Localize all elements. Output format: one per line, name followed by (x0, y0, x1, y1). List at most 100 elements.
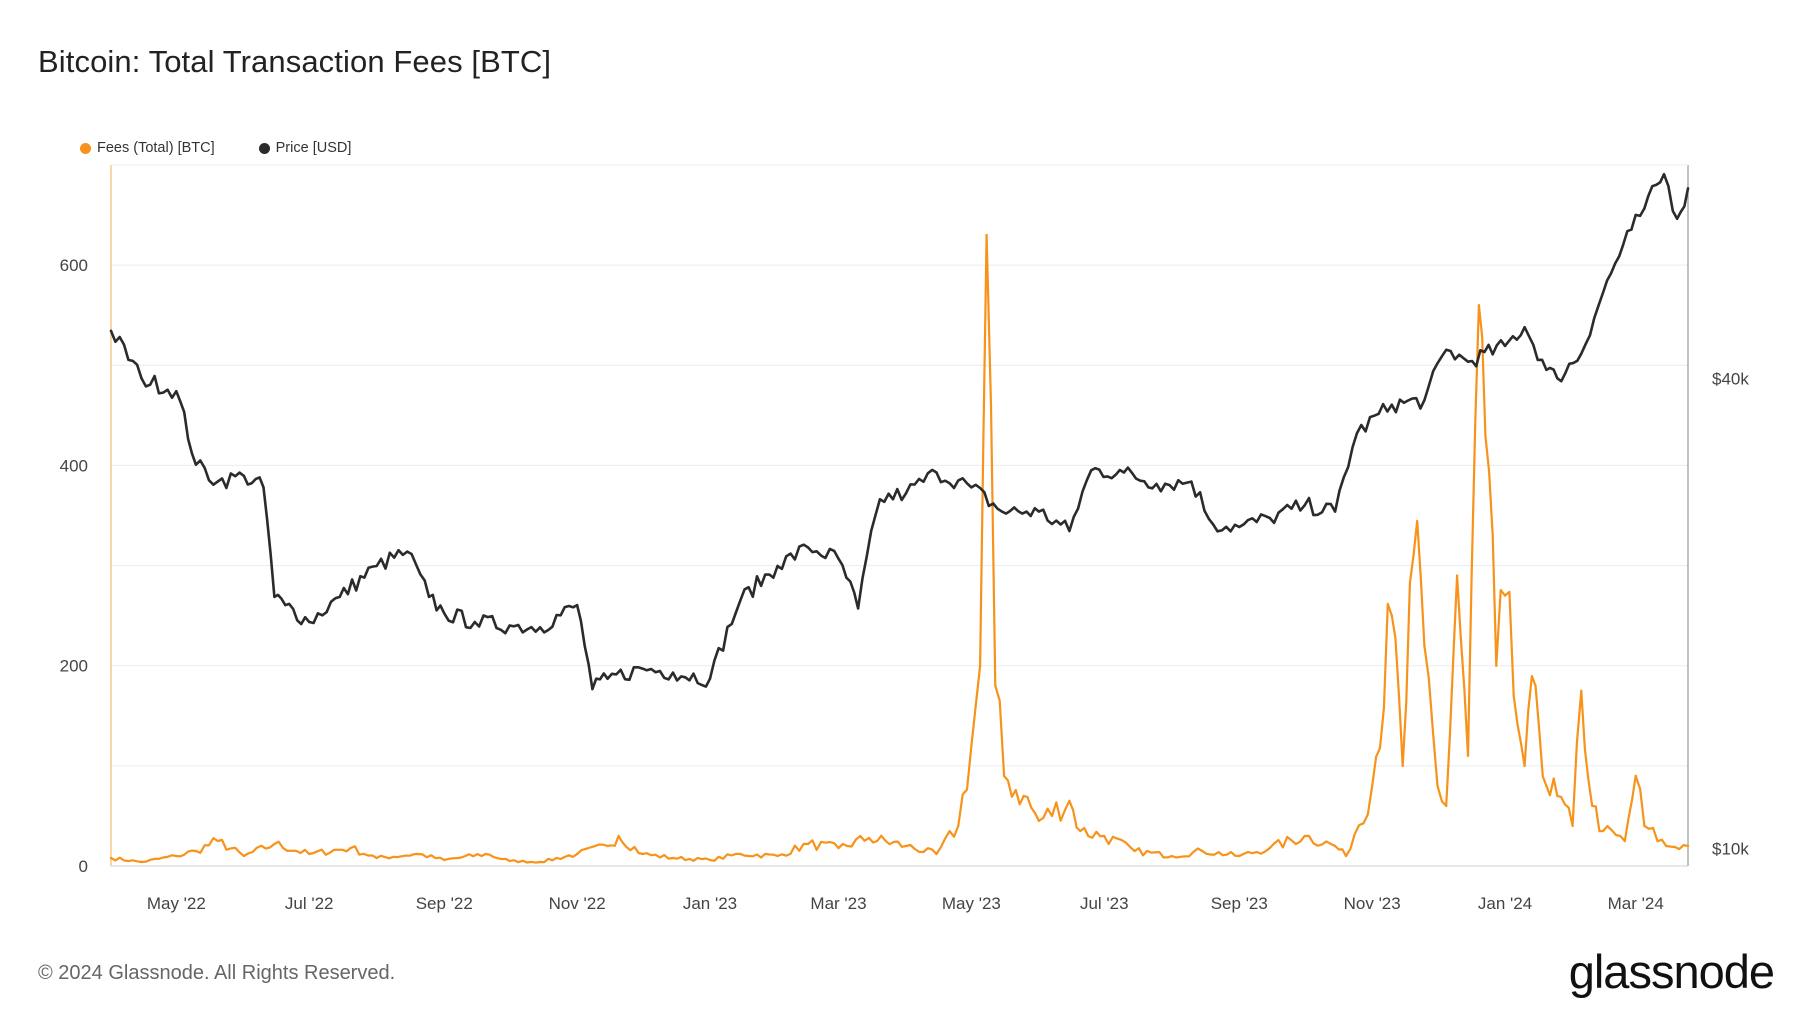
fees-point (109, 856, 113, 860)
fees-point (1344, 854, 1348, 858)
fees-point (739, 852, 742, 856)
price-point (641, 667, 644, 670)
fees-point (1103, 834, 1106, 838)
fees-point (1333, 844, 1337, 848)
fees-point (1423, 644, 1426, 647)
fees-point (1170, 854, 1174, 858)
fees-point (671, 856, 675, 860)
fees-point (1580, 689, 1583, 692)
fees-point (1556, 794, 1559, 798)
price-point (1355, 432, 1359, 435)
y-right-tick-label: $10k (1712, 840, 1749, 859)
price-point (1068, 529, 1071, 533)
fees-point (776, 854, 779, 858)
price-point (671, 671, 675, 674)
price-point (375, 564, 378, 568)
x-tick-label: Jul '23 (1080, 894, 1129, 913)
price-point (1190, 480, 1193, 483)
fees-point (175, 854, 178, 858)
fees-point (1503, 594, 1507, 597)
price-point (1122, 471, 1126, 474)
fees-point (1445, 804, 1448, 808)
fees-point (273, 842, 276, 846)
fees-point (904, 844, 908, 848)
fees-point (538, 860, 542, 864)
legend-dot-fees (80, 142, 91, 154)
fees-point (1643, 824, 1646, 828)
fees-point (985, 233, 988, 237)
fees-point (1133, 849, 1136, 853)
fees-point (1079, 829, 1082, 833)
price-point (1545, 368, 1548, 372)
fees-point (1412, 554, 1415, 557)
fees-point (994, 684, 997, 687)
fees-point (484, 852, 487, 856)
price-point (1303, 504, 1306, 507)
x-tick-label: Mar '24 (1608, 894, 1664, 913)
x-tick-label: Jan '23 (683, 894, 737, 913)
price-point (606, 677, 609, 680)
price-point (776, 564, 779, 568)
price-point (338, 595, 341, 599)
price-point (806, 546, 810, 549)
fees-point (1371, 784, 1374, 788)
x-tick-label: Mar '23 (810, 894, 866, 913)
axis-labels: 0 200 400 600 $10k $40k May '22 Jul '22 Sep '22 N… (60, 256, 1750, 913)
legend-item-price[interactable]: Price [USD] (258, 140, 351, 156)
fees-point (1686, 844, 1690, 848)
price-point (935, 471, 938, 474)
price-point (1662, 173, 1666, 176)
fees-point (1303, 834, 1306, 838)
chart-title: Bitcoin: Total Transaction Fees [BTC] (38, 44, 552, 79)
fees-point (1623, 839, 1627, 843)
fees-point (242, 854, 246, 858)
fees-point (1002, 774, 1006, 778)
fees-point (1634, 774, 1637, 778)
fees-point (1455, 574, 1459, 577)
legend-label-fees: Fees (Total) [BTC] (97, 140, 215, 156)
fees-point (1601, 829, 1605, 833)
x-tick-label: Sep '23 (1211, 894, 1268, 913)
price-point (1630, 228, 1633, 231)
fees-point (957, 824, 960, 828)
fees-point (1591, 804, 1594, 808)
price-point (1390, 403, 1394, 406)
fees-point (140, 860, 143, 864)
x-tick-label: Jul '22 (285, 894, 334, 913)
x-tick-label: Nov '22 (549, 894, 606, 913)
fees-point (443, 858, 446, 862)
fees-point (1495, 664, 1498, 667)
legend: Fees (Total) [BTC] Price [USD] (80, 140, 351, 156)
price-point (473, 620, 476, 624)
fees-point (1436, 784, 1439, 788)
price-point (1333, 510, 1337, 513)
fees-point (1571, 824, 1574, 828)
price-point (1155, 482, 1158, 486)
fees-point (837, 846, 840, 850)
price-point (109, 329, 113, 333)
price-point (837, 557, 840, 560)
fees-point (1068, 799, 1071, 803)
fees-point (1545, 784, 1548, 788)
legend-item-fees[interactable]: Fees (Total) [BTC] (80, 140, 215, 156)
fees-point (194, 849, 198, 853)
price-point (970, 486, 973, 489)
y-left-tick-label: 200 (60, 657, 88, 676)
price-point (1580, 352, 1583, 355)
fees-series (109, 233, 1690, 864)
price-point (242, 474, 246, 478)
fees-point (606, 844, 609, 848)
fees-point (1477, 304, 1481, 307)
price-point (427, 595, 431, 599)
price-point (856, 607, 860, 610)
price-point (216, 480, 219, 483)
price-point (1238, 525, 1241, 529)
price-point (508, 624, 511, 627)
price-line (109, 172, 1690, 691)
copyright-text: © 2024 Glassnode. All Rights Reserved. (38, 962, 396, 984)
plot-frame (110, 164, 1689, 867)
fees-line (109, 234, 1690, 864)
fees-point (978, 664, 982, 667)
